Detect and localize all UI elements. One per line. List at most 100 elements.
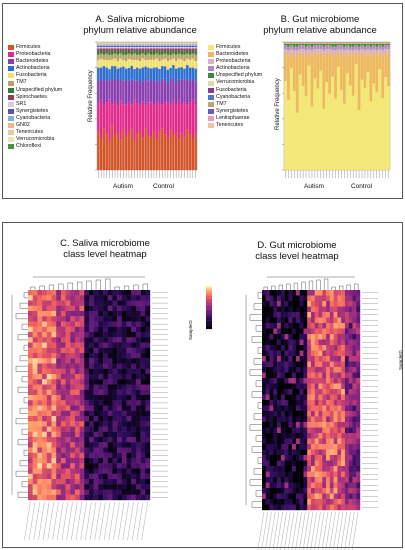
panel-b-legend-label: Lentisphaerae	[216, 114, 250, 121]
panel-b-legend-item: Lentisphaerae	[208, 115, 278, 122]
panel-b-legend-item: Verrucomicrobia	[208, 79, 278, 86]
panel-b-legend-item: Firmicutes	[208, 44, 278, 51]
panel-b-legend-swatch	[208, 52, 214, 58]
panel-a-legend-label: Verrucomicrobia	[16, 136, 55, 143]
panel-a-legend-item: Cyanobacteria	[8, 115, 93, 122]
panel-b-legend-item: Fusobacteria	[208, 87, 278, 94]
panel-a-legend-item: Synergistetes	[8, 108, 93, 115]
panel-b-legend-label: Cyanobacteria	[216, 93, 251, 100]
panel-c-row-axis-label: SampleID	[188, 320, 193, 340]
panel-a-legend-label: Actinobacteria	[16, 65, 50, 72]
panel-a-legend-swatch	[8, 115, 14, 121]
panel-a-legend-item: SR1	[8, 101, 93, 108]
panel-b-legend-swatch	[208, 66, 214, 72]
panel-a-legend-swatch	[8, 52, 14, 58]
panel-b-legend-label: Synergistetes	[216, 107, 249, 114]
panel-b-title: B. Gut microbiome phylum relative abunda…	[240, 14, 400, 36]
panel-a-group-autism: Autism	[113, 183, 133, 190]
panel-a-legend: Firmicutes Proteobacteria Bacteroidetes Act…	[8, 44, 93, 150]
panel-b-legend-label: Verrucomicrobia	[216, 79, 255, 86]
panel-b-legend-label: Tenericutes	[216, 122, 244, 129]
panel-b-legend-item: Tenericutes	[208, 122, 278, 129]
panel-a-legend-label: Proteobacteria	[16, 51, 51, 58]
panel-a-legend-item: GN02	[8, 122, 93, 129]
panel-d-title-line1: D. Gut microbiome	[257, 240, 337, 251]
panel-b-legend-label: Actinobacteria	[216, 65, 250, 72]
panel-a-legend-swatch	[8, 101, 14, 107]
panel-a-legend-label: Tenericutes	[16, 129, 44, 136]
panel-a-legend-label: Synergistetes	[16, 107, 49, 114]
panel-b-legend-label: Fusobacteria	[216, 86, 247, 93]
panel-b-legend-swatch	[208, 94, 214, 100]
panel-a-title-line2: phylum relative abundance	[83, 25, 197, 36]
panel-c-title-line2: class level heatmap	[63, 249, 147, 260]
panel-b-title-line2: phylum relative abundance	[263, 25, 377, 36]
panel-a-legend-item: Chloroflexi	[8, 143, 93, 150]
panel-b-legend-swatch	[208, 115, 214, 121]
panel-a-legend-item: Fusobacteria	[8, 72, 93, 79]
panel-a-legend-swatch	[8, 108, 14, 114]
panel-b-group-control: Control	[351, 183, 372, 190]
panel-b-legend-swatch	[208, 101, 214, 107]
panel-a-legend-swatch	[8, 137, 14, 143]
panel-b-legend-label: Firmicutes	[216, 44, 241, 50]
panel-b-legend-item: Synergistetes	[208, 108, 278, 115]
panel-a-legend-swatch	[8, 123, 14, 129]
panel-a-ylabel: Relative Frequency	[88, 70, 94, 122]
panel-a-legend-item: Bacteroidetes	[8, 58, 93, 65]
top-panel-frame	[2, 3, 403, 199]
panel-a-legend-label: TM7	[16, 79, 27, 86]
panel-a-legend-label: Fusobacteria	[16, 72, 47, 79]
panel-a-title-line1: A. Saliva microbiome	[95, 14, 185, 25]
panel-b-legend-item: Bacteroidetes	[208, 51, 278, 58]
panel-b-legend-swatch	[208, 123, 214, 129]
panel-b-legend-swatch	[208, 59, 214, 65]
panel-b-legend-swatch	[208, 73, 214, 79]
panel-d-row-axis-label: SampleID	[398, 350, 403, 370]
panel-a-legend-label: Bacteroidetes	[16, 58, 49, 65]
panel-b-legend-item: Proteobacteria	[208, 58, 278, 65]
panel-a-legend-item: Unspecified phylum	[8, 87, 93, 94]
panel-d-title-line2: class level heatmap	[255, 251, 339, 262]
panel-b-legend-swatch	[208, 108, 214, 114]
bottom-panel-frame	[2, 222, 403, 548]
panel-a-legend-label: Chloroflexi	[16, 143, 42, 150]
panel-a-legend-item: TM7	[8, 79, 93, 86]
panel-b-legend-label: Unspecified phylum	[216, 72, 263, 79]
panel-a-legend-item: Firmicutes	[8, 44, 93, 51]
panel-a-legend-item: Spirochaetes	[8, 94, 93, 101]
panel-a-legend-swatch	[8, 73, 14, 79]
panel-b-legend-label: TM7	[216, 100, 227, 107]
panel-a-legend-label: Cyanobacteria	[16, 114, 51, 121]
panel-b-legend-swatch	[208, 87, 214, 93]
panel-b-legend-item: Actinobacteria	[208, 65, 278, 72]
panel-a-title: A. Saliva microbiome phylum relative abu…	[60, 14, 220, 36]
panel-a-legend-item: Proteobacteria	[8, 51, 93, 58]
panel-b-legend-label: Bacteroidetes	[216, 51, 249, 58]
panel-b-title-line1: B. Gut microbiome	[280, 14, 360, 25]
panel-b-legend-swatch	[208, 45, 214, 51]
panel-c-title-line1: C. Saliva microbiome	[60, 238, 150, 249]
panel-b-group-autism: Autism	[304, 183, 324, 190]
panel-c-title: C. Saliva microbiome class level heatmap	[40, 238, 170, 260]
panel-a-legend-item: Actinobacteria	[8, 65, 93, 72]
panel-a-legend-label: Unspecified phylum	[16, 86, 63, 93]
panel-b-legend-item: TM7	[208, 101, 278, 108]
panel-a-legend-label: SR1	[16, 100, 27, 107]
panel-a-legend-label: Firmicutes	[16, 44, 41, 50]
panel-b-legend-item: Unspecified phylum	[208, 72, 278, 79]
panel-a-legend-label: Spirochaetes	[16, 93, 47, 100]
panel-a-legend-swatch	[8, 87, 14, 93]
panel-a-legend-swatch	[8, 66, 14, 72]
panel-a-legend-item: Verrucomicrobia	[8, 136, 93, 143]
panel-d-title: D. Gut microbiome class level heatmap	[232, 240, 362, 262]
panel-b-ylabel: Relative Frequency	[275, 78, 281, 130]
panel-a-legend-swatch	[8, 80, 14, 86]
panel-a-group-control: Control	[153, 183, 174, 190]
panel-a-legend-item: Tenericutes	[8, 129, 93, 136]
panel-b-legend-item: Cyanobacteria	[208, 94, 278, 101]
panel-a-legend-swatch	[8, 45, 14, 51]
panel-a-legend-label: GN02	[16, 122, 30, 129]
panel-b-legend-label: Proteobacteria	[216, 58, 251, 65]
panel-a-legend-swatch	[8, 144, 14, 150]
